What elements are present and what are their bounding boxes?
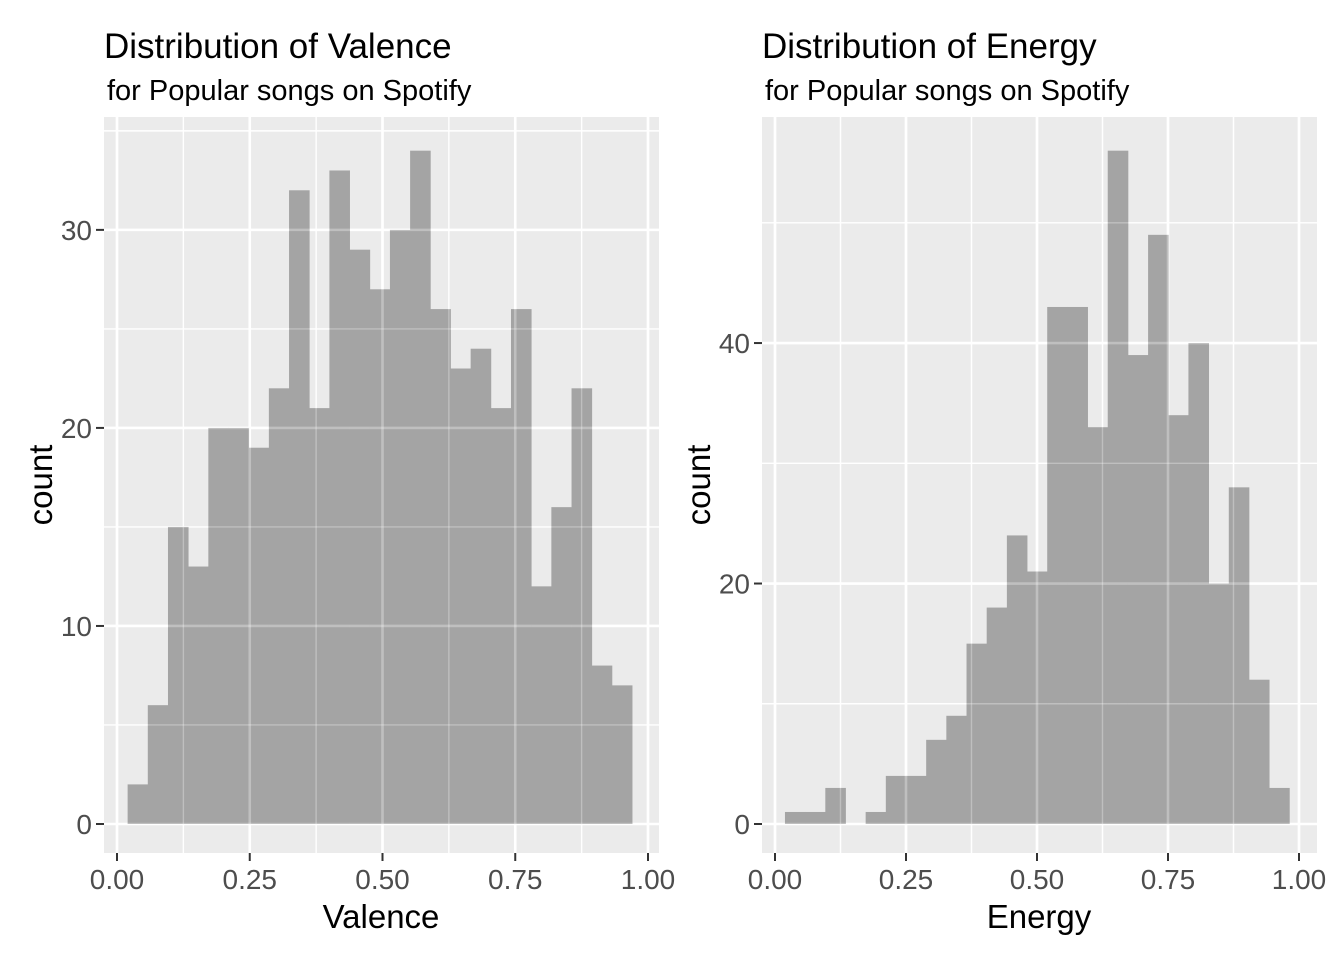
histogram-bar [865,811,887,824]
histogram-bar [906,775,927,824]
energy-chart: 0.00 0.25 0.50 0.75 1.00 0 20 40 Distribution o… [680,27,1326,935]
histogram-bar [1087,427,1109,824]
histogram-bar [127,784,149,824]
histogram-bar [329,170,350,824]
histogram-bar [470,348,492,824]
histogram-bar [511,309,532,825]
valence-chart-title: Distribution of Valence [104,27,452,66]
histogram-bar [268,388,290,824]
y-tick-label: 0 [76,809,92,840]
histogram-bar [228,427,250,824]
histogram-bar [430,309,451,825]
histogram-bar [450,368,472,824]
x-tick-label: 0.75 [488,864,543,895]
histogram-bar [805,811,826,824]
histogram-bar [1248,679,1270,824]
histogram-bar [966,643,988,824]
histogram-bar [784,811,806,824]
valence-chart-plot-area: 0.00 0.25 0.50 0.75 1.00 0 10 20 30 [61,117,675,895]
histogram-bar [248,447,270,824]
y-tick-label: 10 [61,611,92,642]
valence-chart: 0.00 0.25 0.50 0.75 1.00 0 10 20 30 Distribution… [22,27,675,935]
y-tick-label: 30 [61,215,92,246]
histogram-bar [1127,355,1149,824]
histogram-bar [490,408,512,824]
x-tick-label: 0.00 [90,864,145,895]
histogram-bar [188,566,209,824]
energy-chart-subtitle: for Popular songs on Spotify [765,75,1130,107]
y-tick-label: 20 [61,413,92,444]
valence-x-axis-title: Valence [323,898,440,935]
valence-y-axis-title: count [22,445,59,526]
histogram-bar [611,685,633,824]
histogram-bar [885,775,907,824]
x-tick-label: 1.00 [1272,864,1327,895]
histogram-bar [167,526,189,824]
valence-chart-subtitle: for Popular songs on Spotify [107,75,472,107]
y-tick-label: 20 [719,569,750,600]
histogram-bar [1107,150,1129,824]
histogram-bar [926,739,947,824]
x-tick-label: 0.50 [355,864,410,895]
histogram-bar [1148,234,1169,825]
histogram-bar [1027,571,1048,824]
histogram-bar [1208,583,1230,824]
histogram-bar [825,787,846,824]
energy-y-axis-title: count [680,445,717,526]
histogram-bar [309,408,330,824]
x-tick-label: 1.00 [621,864,676,895]
histogram-bar [369,289,391,824]
x-tick-label: 0.25 [223,864,278,895]
y-tick-label: 40 [719,328,750,359]
x-tick-label: 0.50 [1010,864,1065,895]
histogram-bar [410,150,431,824]
histogram-bar [1067,306,1088,824]
histogram-bar [1269,787,1290,824]
histogram-bar [986,607,1008,824]
x-tick-label: 0.25 [879,864,934,895]
histogram-bar [551,507,572,824]
histogram-bar [289,190,310,824]
histogram-bar [349,249,371,824]
histogram-bar [1188,343,1210,824]
histogram-bar [1228,487,1250,824]
histogram-bar [147,705,169,824]
energy-chart-title: Distribution of Energy [762,27,1097,66]
energy-x-axis-title: Energy [987,898,1092,935]
histogram-bar [208,427,229,824]
histogram-bar [946,715,967,824]
x-tick-label: 0.00 [748,864,803,895]
histogram-bar [389,229,411,825]
histogram-bar [591,665,613,824]
histogram-bar [1006,535,1028,824]
x-tick-label: 0.75 [1141,864,1196,895]
energy-chart-plot-area: 0.00 0.25 0.50 0.75 1.00 0 20 40 [719,117,1326,895]
histogram-bar [571,388,593,824]
histogram-bar [531,586,552,824]
histogram-bar [1168,415,1189,824]
histogram-bar [1047,306,1068,824]
y-tick-label: 0 [734,809,750,840]
